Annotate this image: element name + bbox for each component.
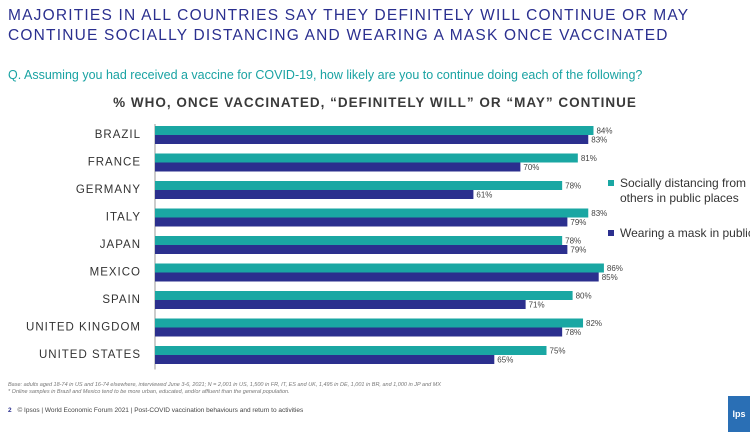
data-label-spain-mask: 71%	[529, 301, 545, 310]
category-label-italy: ITALY	[106, 212, 141, 224]
category-label-germany: GERMANY	[76, 184, 141, 196]
bar-japan-mask	[155, 245, 568, 254]
chart-title: % WHO, ONCE VACCINATED, “DEFINITELY WILL…	[113, 95, 637, 110]
bar-mexico-mask	[155, 272, 599, 282]
ipsos-logo: Ips	[728, 396, 750, 432]
category-label-spain: SPAIN	[102, 294, 141, 306]
data-label-japan-distancing: 78%	[565, 237, 581, 246]
data-label-brazil-mask: 83%	[591, 136, 607, 145]
data-label-mexico-distancing: 86%	[607, 264, 623, 273]
bar-united-kingdom-mask	[155, 327, 563, 337]
bar-spain-distancing	[155, 291, 573, 300]
category-label-japan: JAPAN	[100, 239, 141, 251]
headline-line-2: CONTINUE SOCIALLY DISTANCING AND WEARING…	[8, 27, 669, 44]
source-text: © Ipsos | World Economic Forum 2021 | Po…	[17, 407, 304, 414]
data-label-united-kingdom-mask: 78%	[565, 328, 581, 337]
bar-germany-distancing	[155, 181, 563, 190]
legend-item-mask: Wearing a mask in public	[608, 226, 750, 241]
legend-swatch-mask	[608, 230, 614, 236]
survey-question: Q. Assuming you had received a vaccine f…	[8, 68, 643, 82]
data-label-brazil-distancing: 84%	[596, 127, 612, 136]
page-number: 2	[8, 407, 12, 414]
data-label-france-distancing: 81%	[581, 154, 597, 163]
category-label-united-states: UNITED STATES	[39, 349, 141, 361]
category-label-united-kingdom: UNITED KINGDOM	[26, 322, 141, 334]
bar-united-states-distancing	[155, 346, 547, 355]
category-label-brazil: BRAZIL	[95, 129, 141, 141]
bar-brazil-mask	[155, 135, 589, 144]
bar-italy-distancing	[155, 208, 589, 218]
bar-united-kingdom-distancing	[155, 318, 584, 328]
legend-label-distancing: Socially distancing from others in publi…	[620, 176, 747, 205]
base-note: Base: adults aged 18-74 in US and 16-74 …	[8, 382, 608, 396]
base-text: Base: adults aged 18-74 in US and 16-74 …	[8, 382, 441, 388]
headline: MAJORITIES IN ALL COUNTRIES SAY THEY DEF…	[8, 6, 748, 46]
bar-france-distancing	[155, 153, 578, 163]
category-label-france: FRANCE	[88, 157, 141, 169]
online-note: * Online samples in Brazil and Mexico te…	[8, 389, 290, 395]
legend: Socially distancing from others in publi…	[608, 176, 750, 261]
legend-label-mask: Wearing a mask in public	[620, 226, 750, 240]
data-label-united-kingdom-distancing: 82%	[586, 319, 602, 328]
headline-line-1: MAJORITIES IN ALL COUNTRIES SAY THEY DEF…	[8, 7, 690, 24]
bar-germany-mask	[155, 190, 474, 199]
data-label-united-states-distancing: 75%	[550, 347, 566, 356]
bar-france-mask	[155, 162, 521, 172]
bar-spain-mask	[155, 300, 526, 309]
bar-japan-distancing	[155, 236, 563, 245]
data-label-france-mask: 70%	[523, 163, 539, 172]
bar-italy-mask	[155, 217, 568, 227]
data-label-italy-mask: 79%	[570, 218, 586, 227]
data-label-united-states-mask: 65%	[497, 356, 513, 365]
data-label-spain-distancing: 80%	[576, 292, 592, 301]
data-label-germany-mask: 61%	[476, 191, 492, 200]
data-label-japan-mask: 79%	[570, 246, 586, 255]
legend-swatch-distancing	[608, 180, 614, 186]
legend-item-distancing: Socially distancing from others in publi…	[608, 176, 750, 206]
footer: 2 © Ipsos | World Economic Forum 2021 | …	[8, 407, 708, 414]
data-label-italy-distancing: 83%	[591, 209, 607, 218]
category-label-mexico: MEXICO	[90, 267, 141, 279]
bar-united-states-mask	[155, 355, 495, 364]
bar-brazil-distancing	[155, 126, 594, 135]
data-label-mexico-mask: 85%	[602, 273, 618, 282]
data-label-germany-distancing: 78%	[565, 182, 581, 191]
bar-mexico-distancing	[155, 263, 604, 273]
